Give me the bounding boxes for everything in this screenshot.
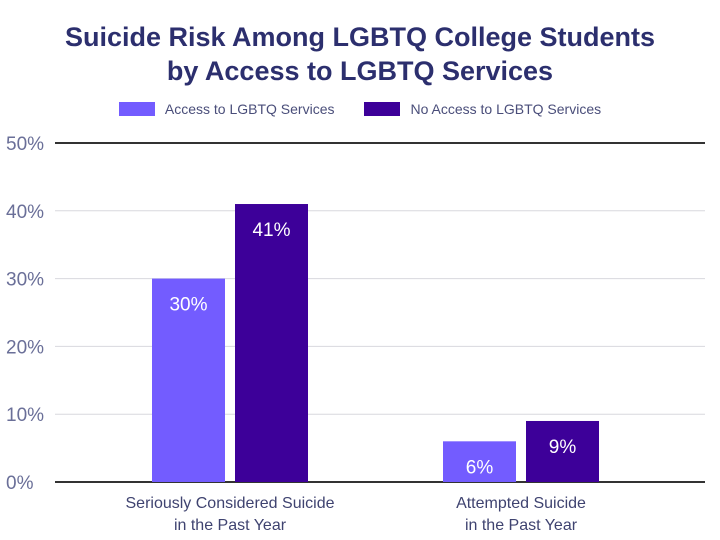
chart-title: Suicide Risk Among LGBTQ College Student… bbox=[0, 20, 720, 88]
data-label: 41% bbox=[252, 220, 290, 241]
y-tick-label: 50% bbox=[6, 134, 44, 155]
data-label: 30% bbox=[169, 295, 207, 316]
category-label: in the Past Year bbox=[465, 517, 578, 534]
y-tick-label: 10% bbox=[6, 405, 44, 426]
title-line-1: Suicide Risk Among LGBTQ College Student… bbox=[64, 22, 656, 52]
category-label: Attempted Suicide bbox=[456, 495, 586, 512]
y-tick-label: 20% bbox=[6, 337, 44, 358]
legend-item-no-access: No Access to LGBTQ Services bbox=[364, 101, 601, 117]
category-label: in the Past Year bbox=[174, 517, 287, 534]
y-tick-label: 0% bbox=[6, 473, 34, 494]
legend-label-no-access: No Access to LGBTQ Services bbox=[410, 101, 602, 117]
category-label: Seriously Considered Suicide bbox=[126, 495, 335, 512]
legend-item-access: Access to LGBTQ Services bbox=[118, 101, 335, 117]
bar bbox=[443, 441, 516, 482]
bar bbox=[152, 278, 225, 482]
legend: Access to LGBTQ Services No Access to LG… bbox=[0, 101, 720, 117]
y-tick-label: 40% bbox=[6, 202, 44, 223]
legend-swatch-access bbox=[118, 102, 155, 116]
data-label: 6% bbox=[466, 457, 494, 478]
legend-label-access: Access to LGBTQ Services bbox=[164, 101, 335, 117]
legend-swatch-no-access bbox=[364, 102, 401, 116]
title-line-2: by Access to LGBTQ Services bbox=[166, 56, 554, 86]
data-label: 9% bbox=[549, 437, 577, 458]
bar bbox=[235, 204, 308, 482]
y-tick-label: 30% bbox=[6, 270, 44, 291]
bar bbox=[526, 420, 599, 482]
